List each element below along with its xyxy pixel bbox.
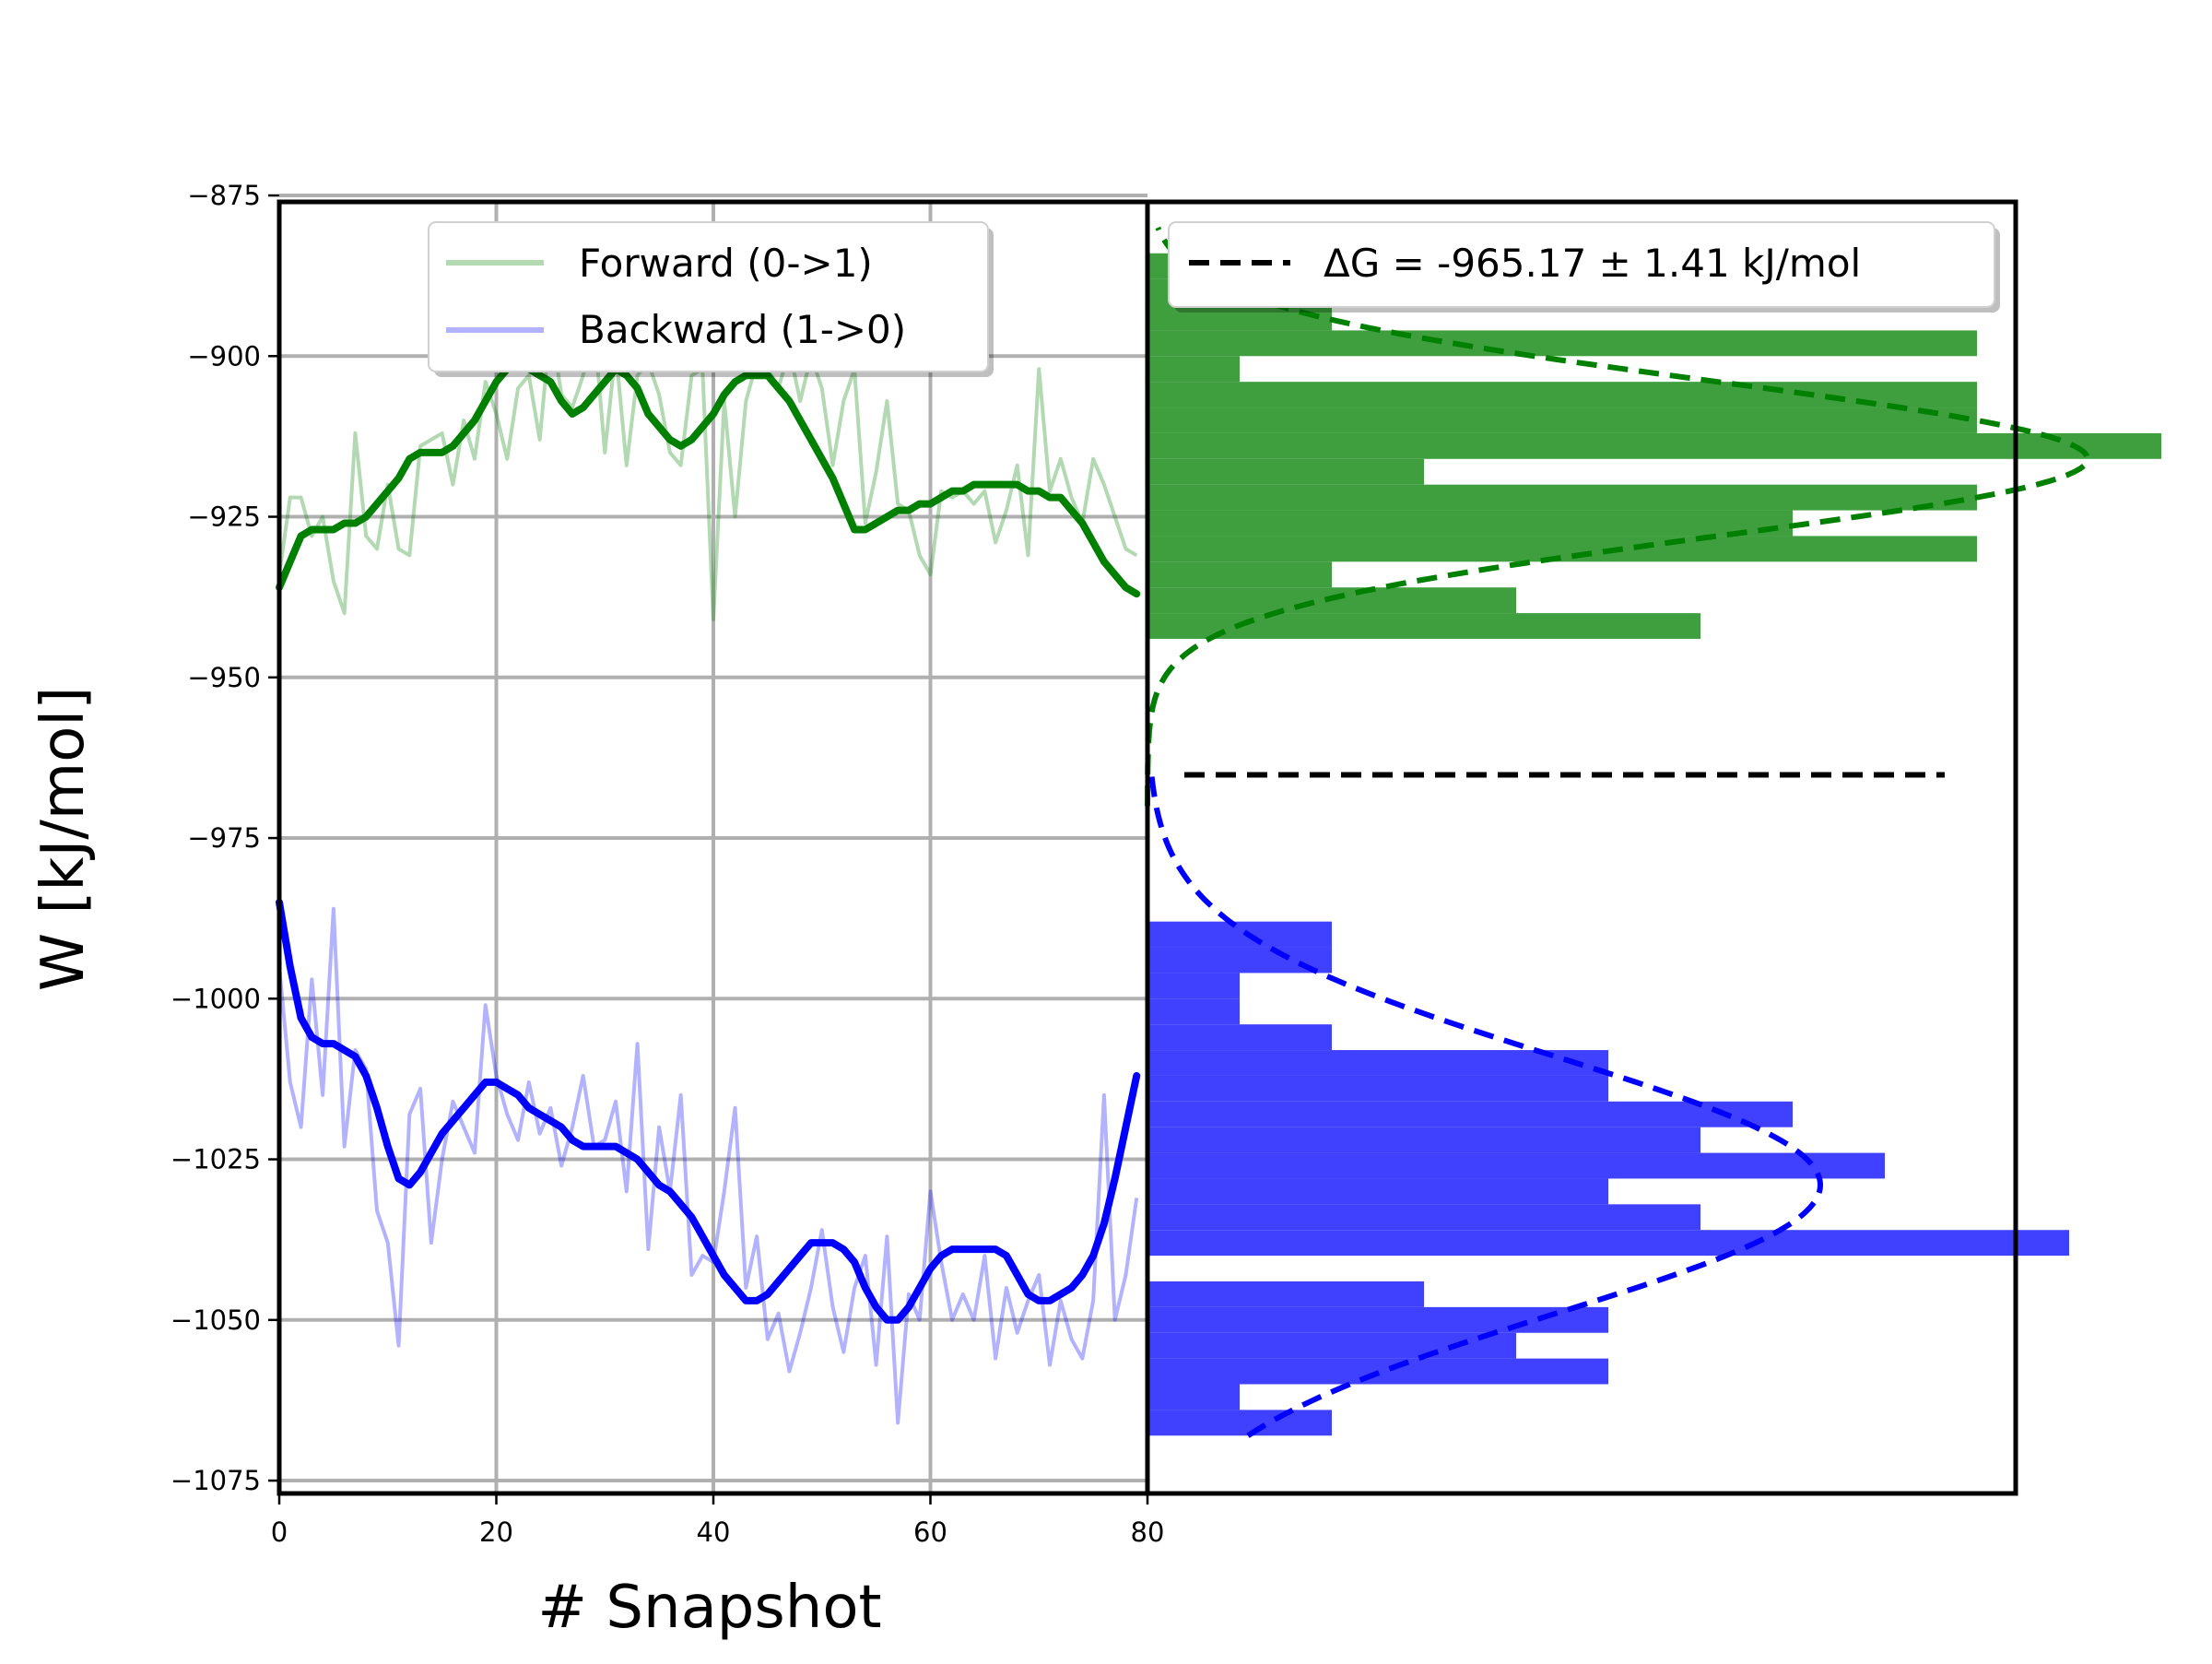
right-histograms xyxy=(1147,253,2161,1436)
right-legend-box xyxy=(1168,221,1995,308)
x-tick-label: 40 xyxy=(697,1516,731,1548)
hist-bar-backward xyxy=(1147,998,1240,1025)
hist-bar-backward xyxy=(1147,1050,1608,1076)
left-smooth-lines xyxy=(276,359,1141,1324)
series-smooth-backward xyxy=(276,898,1141,1324)
hist-bar-forward xyxy=(1147,304,1332,331)
x-tick-label: 20 xyxy=(479,1516,513,1548)
hist-bar-forward xyxy=(1147,407,1977,433)
fit-curve-forward xyxy=(1145,226,2091,807)
legend-label-forward: Forward (0->1) xyxy=(579,241,873,286)
hist-bar-forward xyxy=(1147,382,1977,408)
legend-label-backward: Backward (1->0) xyxy=(579,307,906,352)
series-raw-forward xyxy=(277,322,1138,622)
hist-bar-backward xyxy=(1147,1410,1332,1436)
y-tick-label: −1050 xyxy=(171,1304,261,1336)
left-legend-box xyxy=(428,221,989,372)
hist-bar-backward xyxy=(1147,1127,1700,1153)
hist-bar-backward xyxy=(1147,1306,1608,1333)
y-tick-label: −900 xyxy=(187,340,261,372)
series-raw-backward xyxy=(277,906,1139,1425)
x-tick-label: 0 xyxy=(271,1516,288,1548)
hist-bar-backward xyxy=(1147,1230,2069,1257)
y-tick-label: −925 xyxy=(187,502,261,533)
hist-bar-forward xyxy=(1147,432,2161,459)
x-tick-label: 60 xyxy=(913,1516,947,1548)
hist-bar-forward xyxy=(1147,484,1977,511)
fit-curve-backward xyxy=(1148,773,1824,1438)
left-raw-lines xyxy=(277,322,1139,1425)
right-fit-curves xyxy=(1145,226,2091,1438)
y-tick-label: −1000 xyxy=(171,983,261,1014)
left-legend: Forward (0->1) Backward (1->0) xyxy=(428,221,994,377)
hist-bar-backward xyxy=(1147,1204,1700,1231)
y-tick-label: −950 xyxy=(187,662,261,693)
right-plot-frame xyxy=(1145,199,2018,1496)
hist-bar-backward xyxy=(1147,973,1240,999)
y-tick-label: −1075 xyxy=(171,1465,261,1496)
legend-label-delta-g: ΔG = -965.17 ± 1.41 kJ/mol xyxy=(1324,241,1861,286)
hist-bar-backward xyxy=(1147,1280,1424,1307)
hist-bar-forward xyxy=(1147,561,1332,588)
right-legend: ΔG = -965.17 ± 1.41 kJ/mol xyxy=(1168,221,2000,313)
x-tick-label: 80 xyxy=(1131,1516,1165,1548)
hist-bar-backward xyxy=(1147,1178,1608,1205)
y-tick-label: −1025 xyxy=(171,1144,261,1175)
hist-bar-backward xyxy=(1147,921,1332,948)
y-tick-label: −975 xyxy=(187,822,261,854)
y-tick-label: −875 xyxy=(187,180,261,211)
hist-bar-forward xyxy=(1147,613,1700,639)
hist-bar-forward xyxy=(1147,356,1240,383)
axis-ticks: −875 −900 −925 −950 −975 −1000 −1025 −1050 −1075… xyxy=(171,180,1165,1548)
hist-bar-forward xyxy=(1147,536,1977,562)
hist-bar-backward xyxy=(1147,1152,1885,1179)
y-axis-label: W [kJ/mol] xyxy=(29,687,98,991)
hist-bar-backward xyxy=(1147,1024,1332,1051)
x-axis-label: # Snapshot xyxy=(537,1574,881,1642)
hist-bar-forward xyxy=(1147,510,1793,537)
series-smooth-forward xyxy=(276,359,1141,598)
hist-bar-backward xyxy=(1147,1384,1240,1410)
hist-bar-backward xyxy=(1147,1075,1608,1102)
hist-bar-backward xyxy=(1147,947,1332,974)
hist-bar-forward xyxy=(1147,330,1977,357)
hist-bar-backward xyxy=(1147,1101,1793,1127)
hist-bar-forward xyxy=(1147,458,1424,485)
